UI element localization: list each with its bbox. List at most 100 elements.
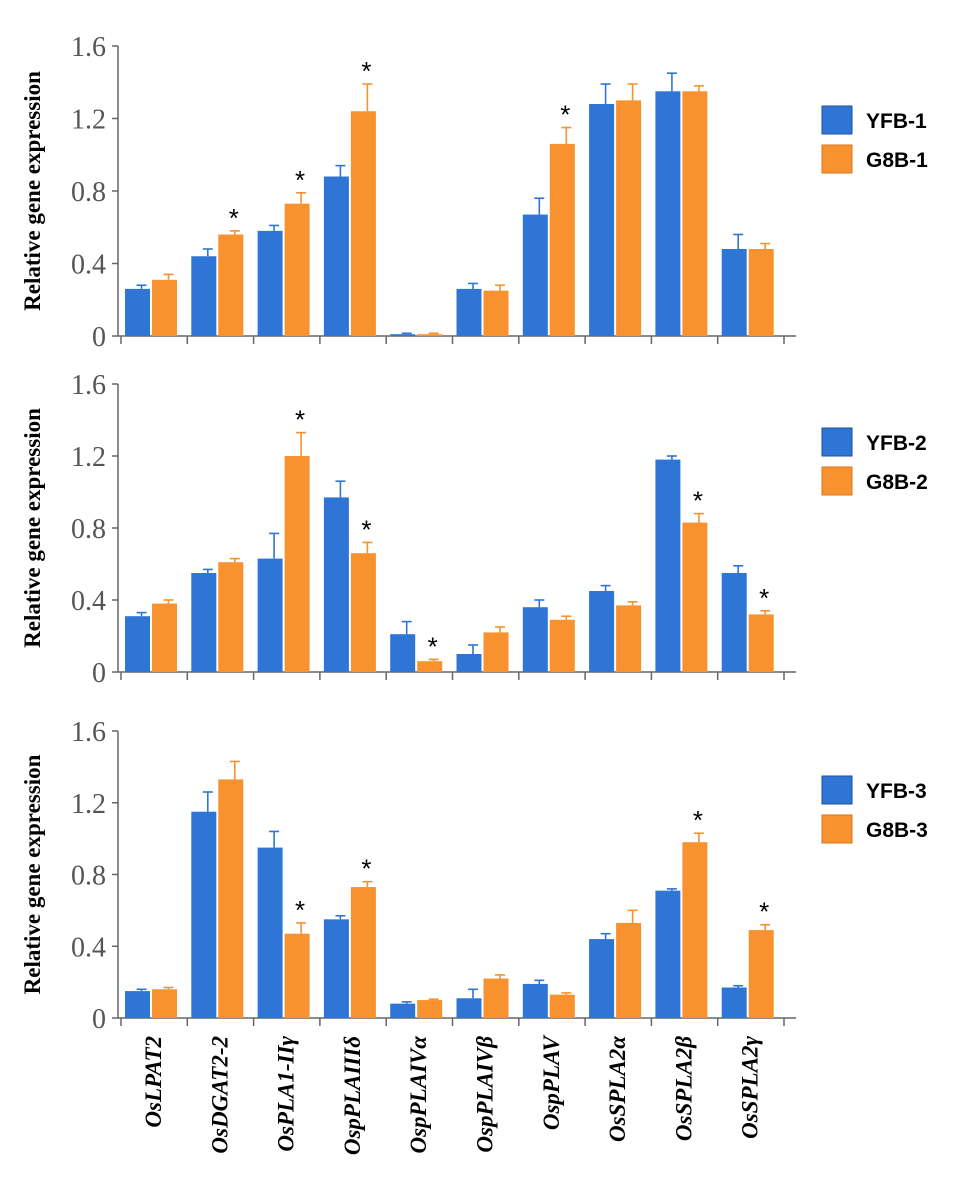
bar-yfb-2-1 (191, 573, 217, 672)
bar-g8b-2-9 (748, 614, 774, 672)
bar-yfb-1-9 (721, 249, 747, 336)
y-tick-label: 0.4 (71, 932, 106, 963)
y-tick-label: 1.2 (71, 789, 106, 820)
x-category-label: OspPLAIIIδ (340, 1036, 365, 1155)
y-tick-label: 1.2 (71, 105, 106, 136)
bar-g8b-1-9 (748, 249, 774, 336)
significance-star: * (560, 100, 570, 130)
bar-g8b-1-0 (152, 279, 177, 336)
bar-g8b-3-1 (218, 779, 244, 1018)
x-category-label: OsSPLA2α (605, 1035, 630, 1142)
significance-star: * (361, 56, 371, 86)
bar-yfb-3-1 (191, 811, 217, 1018)
bar-g8b-1-8 (682, 91, 708, 336)
bar-g8b-3-9 (748, 930, 774, 1018)
legend-swatch-g8b-1 (821, 144, 853, 174)
bar-yfb-1-1 (191, 256, 217, 336)
bar-g8b-3-5 (483, 978, 509, 1018)
y-tick-label: 0.8 (71, 177, 106, 208)
bar-yfb-3-2 (257, 847, 283, 1018)
bar-g8b-3-2 (284, 933, 310, 1018)
panel-1: 0 0.4 0.8 1.2 1.6 Relative gene expression * * *… (20, 32, 928, 353)
bar-g8b-3-7 (616, 922, 642, 1018)
y-tick-label: 0.4 (71, 250, 106, 281)
y-tick-label: 1.6 (71, 717, 106, 748)
bar-yfb-2-3 (323, 497, 349, 672)
significance-star: * (295, 895, 305, 925)
bar-g8b-3-6 (549, 994, 575, 1018)
bar-yfb-3-3 (323, 919, 349, 1018)
significance-star: * (361, 514, 371, 544)
x-category-label: OspPLAIVα (406, 1035, 431, 1154)
bar-yfb-3-7 (589, 939, 615, 1018)
bar-g8b-2-8 (682, 522, 708, 672)
x-category-label: OsLPAT2 (141, 1036, 166, 1128)
legend-swatch-g8b-2 (821, 466, 853, 496)
bar-yfb-2-2 (257, 558, 283, 672)
bar-g8b-2-6 (549, 619, 575, 672)
y-axis-title: Relative gene expression (20, 408, 45, 648)
legend-label-g8b-1: G8B-1 (866, 149, 928, 172)
significance-star: * (295, 165, 305, 195)
bar-yfb-2-4 (390, 634, 416, 672)
bar-yfb-3-5 (456, 998, 482, 1018)
bar-yfb-1-6 (522, 214, 548, 336)
legend-label-yfb-3: YFB-3 (866, 780, 927, 803)
bar-yfb-3-6 (522, 983, 548, 1018)
bar-yfb-3-8 (655, 890, 681, 1018)
y-axis-title: Relative gene expression (20, 754, 45, 994)
bar-yfb-2-9 (721, 573, 747, 672)
x-category-label: OspPLAIVβ (473, 1036, 498, 1153)
legend-label-g8b-3: G8B-3 (866, 819, 928, 842)
bar-g8b-2-4 (417, 661, 443, 672)
y-tick-label: 0 (92, 1004, 106, 1035)
bar-yfb-1-4 (390, 334, 416, 336)
bar-g8b-2-7 (616, 605, 642, 672)
bar-yfb-1-7 (589, 104, 615, 336)
y-axis-title: Relative gene expression (20, 71, 45, 311)
bar-yfb-1-8 (655, 91, 681, 336)
significance-star: * (229, 203, 239, 233)
significance-star: * (759, 583, 769, 613)
bar-g8b-3-0 (152, 989, 177, 1018)
significance-star: * (693, 486, 703, 516)
panel-3: 0 0.4 0.8 1.2 1.6 Relative gene expression * * *… (20, 717, 928, 1035)
bar-g8b-3-4 (417, 1000, 443, 1018)
bar-yfb-2-6 (522, 607, 548, 672)
bar-g8b-2-5 (483, 632, 509, 672)
legend-swatch-yfb-2 (821, 427, 853, 457)
x-category-label: OsPLA1-IIγ (274, 1036, 299, 1152)
y-tick-label: 1.6 (71, 370, 106, 401)
bar-g8b-2-1 (218, 562, 244, 672)
bar-yfb-3-9 (721, 987, 747, 1018)
x-category-label: OsDGAT2-2 (207, 1036, 232, 1154)
legend-swatch-g8b-3 (821, 814, 853, 844)
panel-2: 0 0.4 0.8 1.2 1.6 Relative gene expression * * *… (20, 370, 928, 689)
bar-g8b-2-3 (350, 553, 376, 672)
significance-star: * (759, 897, 769, 927)
bar-g8b-1-6 (549, 143, 575, 336)
legend-label-yfb-1: YFB-1 (866, 110, 927, 133)
y-tick-label: 1.2 (71, 442, 106, 473)
bar-yfb-2-7 (589, 591, 615, 672)
significance-star: * (295, 405, 305, 435)
bar-g8b-3-3 (350, 887, 376, 1018)
bar-g8b-1-1 (218, 234, 244, 336)
y-tick-label: 0.8 (71, 861, 106, 892)
bar-g8b-1-7 (616, 100, 642, 336)
bar-yfb-1-5 (456, 288, 482, 336)
y-tick-label: 0.8 (71, 514, 106, 545)
y-tick-label: 0.4 (71, 586, 106, 617)
bar-yfb-1-2 (257, 230, 283, 336)
y-tick-label: 1.6 (71, 32, 106, 63)
significance-star: * (361, 854, 371, 884)
legend-label-g8b-2: G8B-2 (866, 471, 928, 494)
bar-yfb-2-5 (456, 654, 482, 672)
bar-yfb-3-4 (390, 1003, 416, 1018)
bar-yfb-1-3 (323, 176, 349, 336)
bar-g8b-1-5 (483, 290, 509, 336)
bar-g8b-2-0 (152, 603, 177, 672)
bar-yfb-2-8 (655, 459, 681, 672)
bar-yfb-2-0 (125, 616, 150, 672)
